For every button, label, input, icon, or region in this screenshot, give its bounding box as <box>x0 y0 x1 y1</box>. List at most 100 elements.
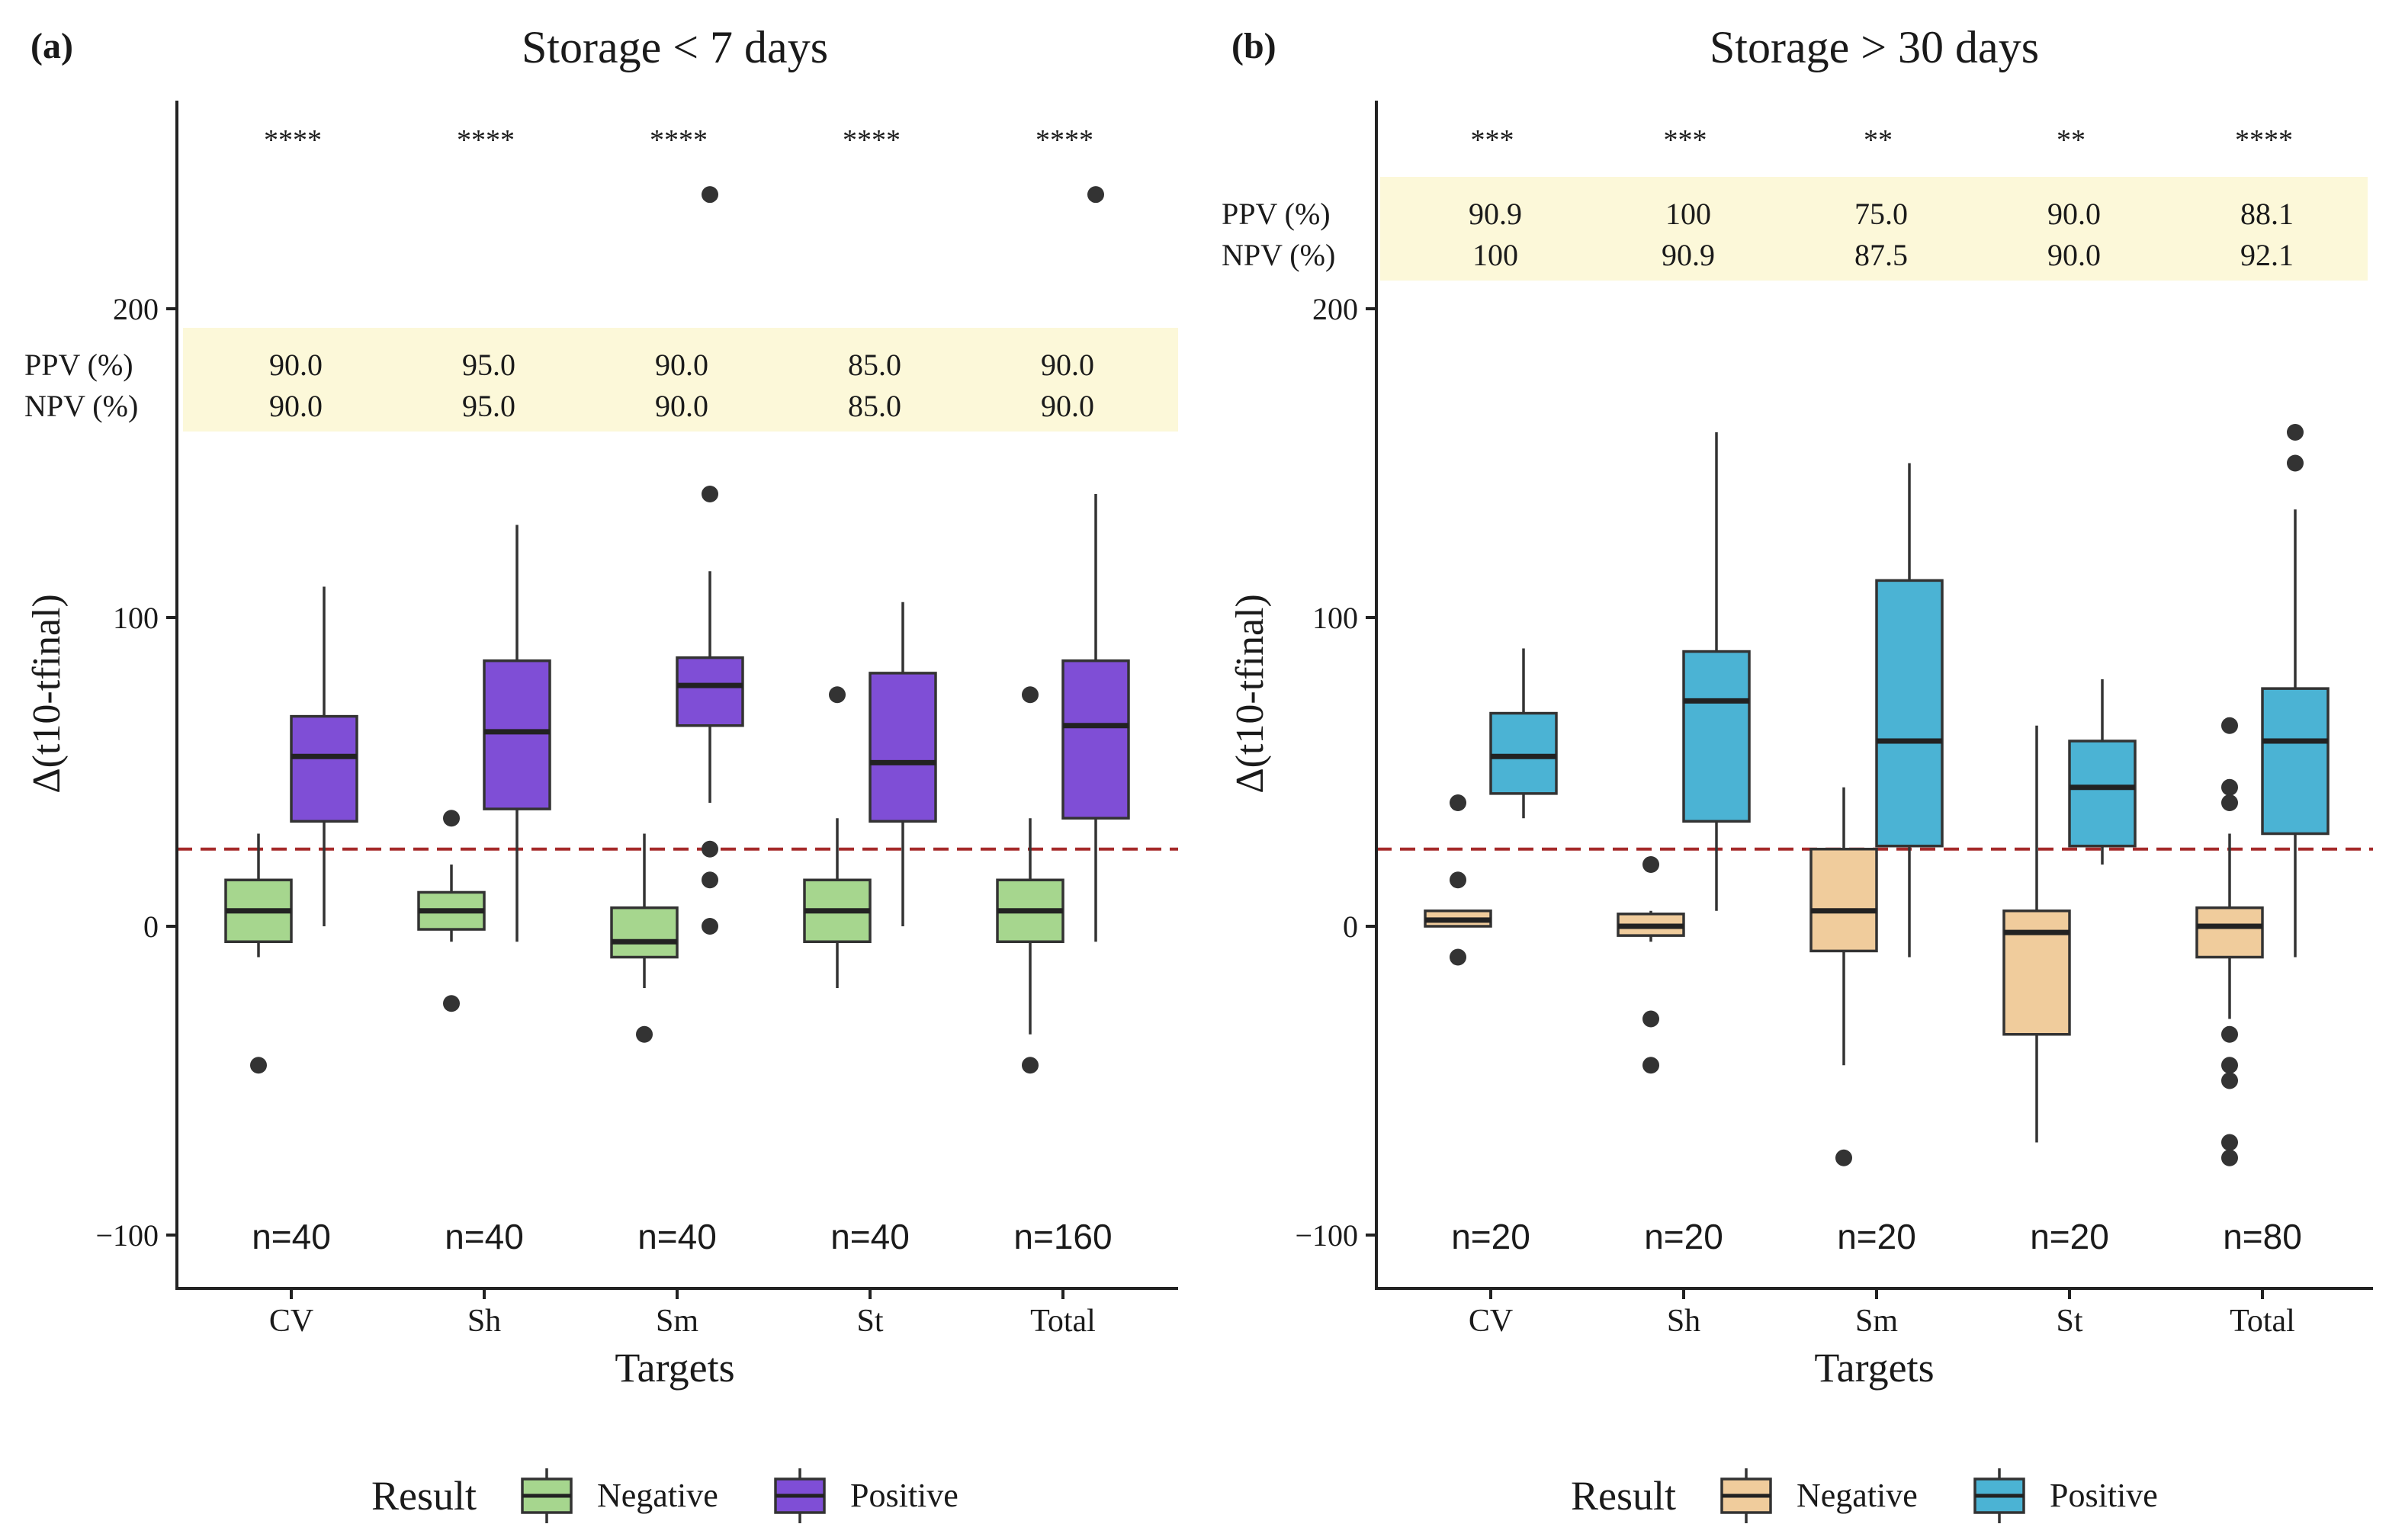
y-axis-label: Δ(t10-tfinal) <box>1228 594 1272 794</box>
outlier-point <box>1450 794 1466 811</box>
iqr-box <box>2068 740 2137 848</box>
npv-value: 90.0 <box>1041 389 1094 423</box>
box-negative-cv <box>1424 794 1492 966</box>
sample-count: n=160 <box>1013 1217 1112 1256</box>
outlier-point <box>702 186 718 204</box>
outlier-point <box>2221 1057 2238 1074</box>
x-tick-label: CV <box>1469 1304 1513 1339</box>
outlier-point <box>2221 1134 2238 1151</box>
ppv-npv-band <box>183 328 1178 432</box>
sample-count: n=40 <box>637 1217 717 1256</box>
legend-key-negative <box>521 1468 573 1523</box>
y-tick-label: 0 <box>1343 910 1358 944</box>
box-negative-sh <box>417 810 486 1012</box>
sample-count: n=20 <box>2030 1217 2109 1256</box>
legend-label: Negative <box>1797 1477 1918 1514</box>
npv-value: 87.5 <box>1854 238 1908 272</box>
legend-key-positive <box>774 1468 826 1523</box>
npv-label: NPV (%) <box>1222 238 1335 272</box>
outlier-point <box>2287 454 2304 472</box>
box-positive-cv <box>290 586 358 926</box>
box-negative-sh <box>1617 856 1685 1074</box>
npv-value: 90.0 <box>269 389 323 423</box>
ppv-value: 90.0 <box>655 348 708 382</box>
x-tick-label: Sm <box>1855 1304 1898 1339</box>
ppv-value: 90.9 <box>1469 197 1522 231</box>
box-negative-total <box>2195 717 2264 1166</box>
panel-label: (a) <box>31 26 73 66</box>
box-positive-total <box>2261 424 2330 958</box>
y-tick-label: 200 <box>1312 292 1358 326</box>
significance-stars: **** <box>650 124 708 156</box>
sample-count: n=40 <box>830 1217 910 1256</box>
ppv-value: 90.0 <box>1041 348 1094 382</box>
outlier-point <box>2221 1025 2238 1043</box>
npv-value: 90.9 <box>1662 238 1715 272</box>
sample-count: n=20 <box>1451 1217 1530 1256</box>
outlier-point <box>1450 871 1466 889</box>
iqr-box <box>2195 906 2264 959</box>
iqr-box <box>1489 711 1558 795</box>
outlier-point <box>2221 1149 2238 1166</box>
legend-title: Result <box>1571 1473 1676 1519</box>
iqr-box <box>2002 910 2071 1036</box>
y-tick-label: −100 <box>95 1218 159 1253</box>
npv-value: 85.0 <box>848 389 901 423</box>
outlier-point <box>1022 1057 1039 1074</box>
outlier-point <box>1450 948 1466 966</box>
outlier-point <box>702 871 718 889</box>
iqr-box <box>610 906 679 959</box>
y-tick-label: −100 <box>1295 1218 1358 1253</box>
box-positive-sh <box>483 525 551 942</box>
ppv-value: 90.0 <box>2047 197 2101 231</box>
x-tick-label: Sm <box>656 1304 698 1339</box>
box-positive-st <box>869 602 937 926</box>
chart-title: Storage > 30 days <box>1710 22 2039 72</box>
significance-stars: *** <box>1664 124 1707 156</box>
outlier-point <box>443 995 460 1012</box>
box-negative-sm <box>1809 787 1878 1166</box>
ppv-label: PPV (%) <box>24 348 133 382</box>
npv-value: 100 <box>1472 238 1518 272</box>
outlier-point <box>2287 424 2304 441</box>
outlier-point <box>702 918 718 935</box>
npv-value: 95.0 <box>462 389 515 423</box>
legend-label: Positive <box>850 1477 958 1514</box>
ppv-label: PPV (%) <box>1222 197 1331 231</box>
outlier-point <box>1642 1057 1659 1074</box>
outlier-point <box>1087 186 1104 204</box>
outlier-point <box>2221 794 2238 811</box>
npv-value: 90.0 <box>2047 238 2101 272</box>
chart-title: Storage < 7 days <box>522 22 828 72</box>
significance-stars: **** <box>2235 124 2293 156</box>
iqr-box <box>676 656 744 727</box>
npv-value: 92.1 <box>2240 238 2294 272</box>
npv-label: NPV (%) <box>24 389 138 423</box>
outlier-point <box>1835 1149 1852 1166</box>
y-axis-label: Δ(t10-tfinal) <box>25 594 69 794</box>
ppv-value: 95.0 <box>462 348 515 382</box>
outlier-point <box>2221 717 2238 734</box>
legend-key-positive <box>1973 1468 2025 1523</box>
x-tick-label: St <box>856 1304 883 1339</box>
sample-count: n=40 <box>445 1217 524 1256</box>
iqr-box <box>1682 650 1751 823</box>
box-positive-sm <box>1875 463 1944 958</box>
box-negative-st <box>2002 725 2071 1143</box>
ppv-value: 85.0 <box>848 348 901 382</box>
x-axis-label: Targets <box>615 1345 734 1391</box>
box-positive-total <box>1061 186 1130 942</box>
outlier-point <box>702 840 718 858</box>
box-negative-cv <box>224 833 293 1074</box>
outlier-point <box>1642 1010 1659 1028</box>
ppv-value: 88.1 <box>2240 197 2294 231</box>
y-tick-label: 100 <box>1312 601 1358 635</box>
iqr-box <box>483 659 551 810</box>
x-tick-label: Total <box>2230 1304 2295 1339</box>
x-tick-label: CV <box>269 1304 313 1339</box>
significance-stars: *** <box>1471 124 1514 156</box>
iqr-box <box>869 672 937 823</box>
box-negative-st <box>803 686 872 988</box>
significance-stars: **** <box>1036 124 1093 156</box>
